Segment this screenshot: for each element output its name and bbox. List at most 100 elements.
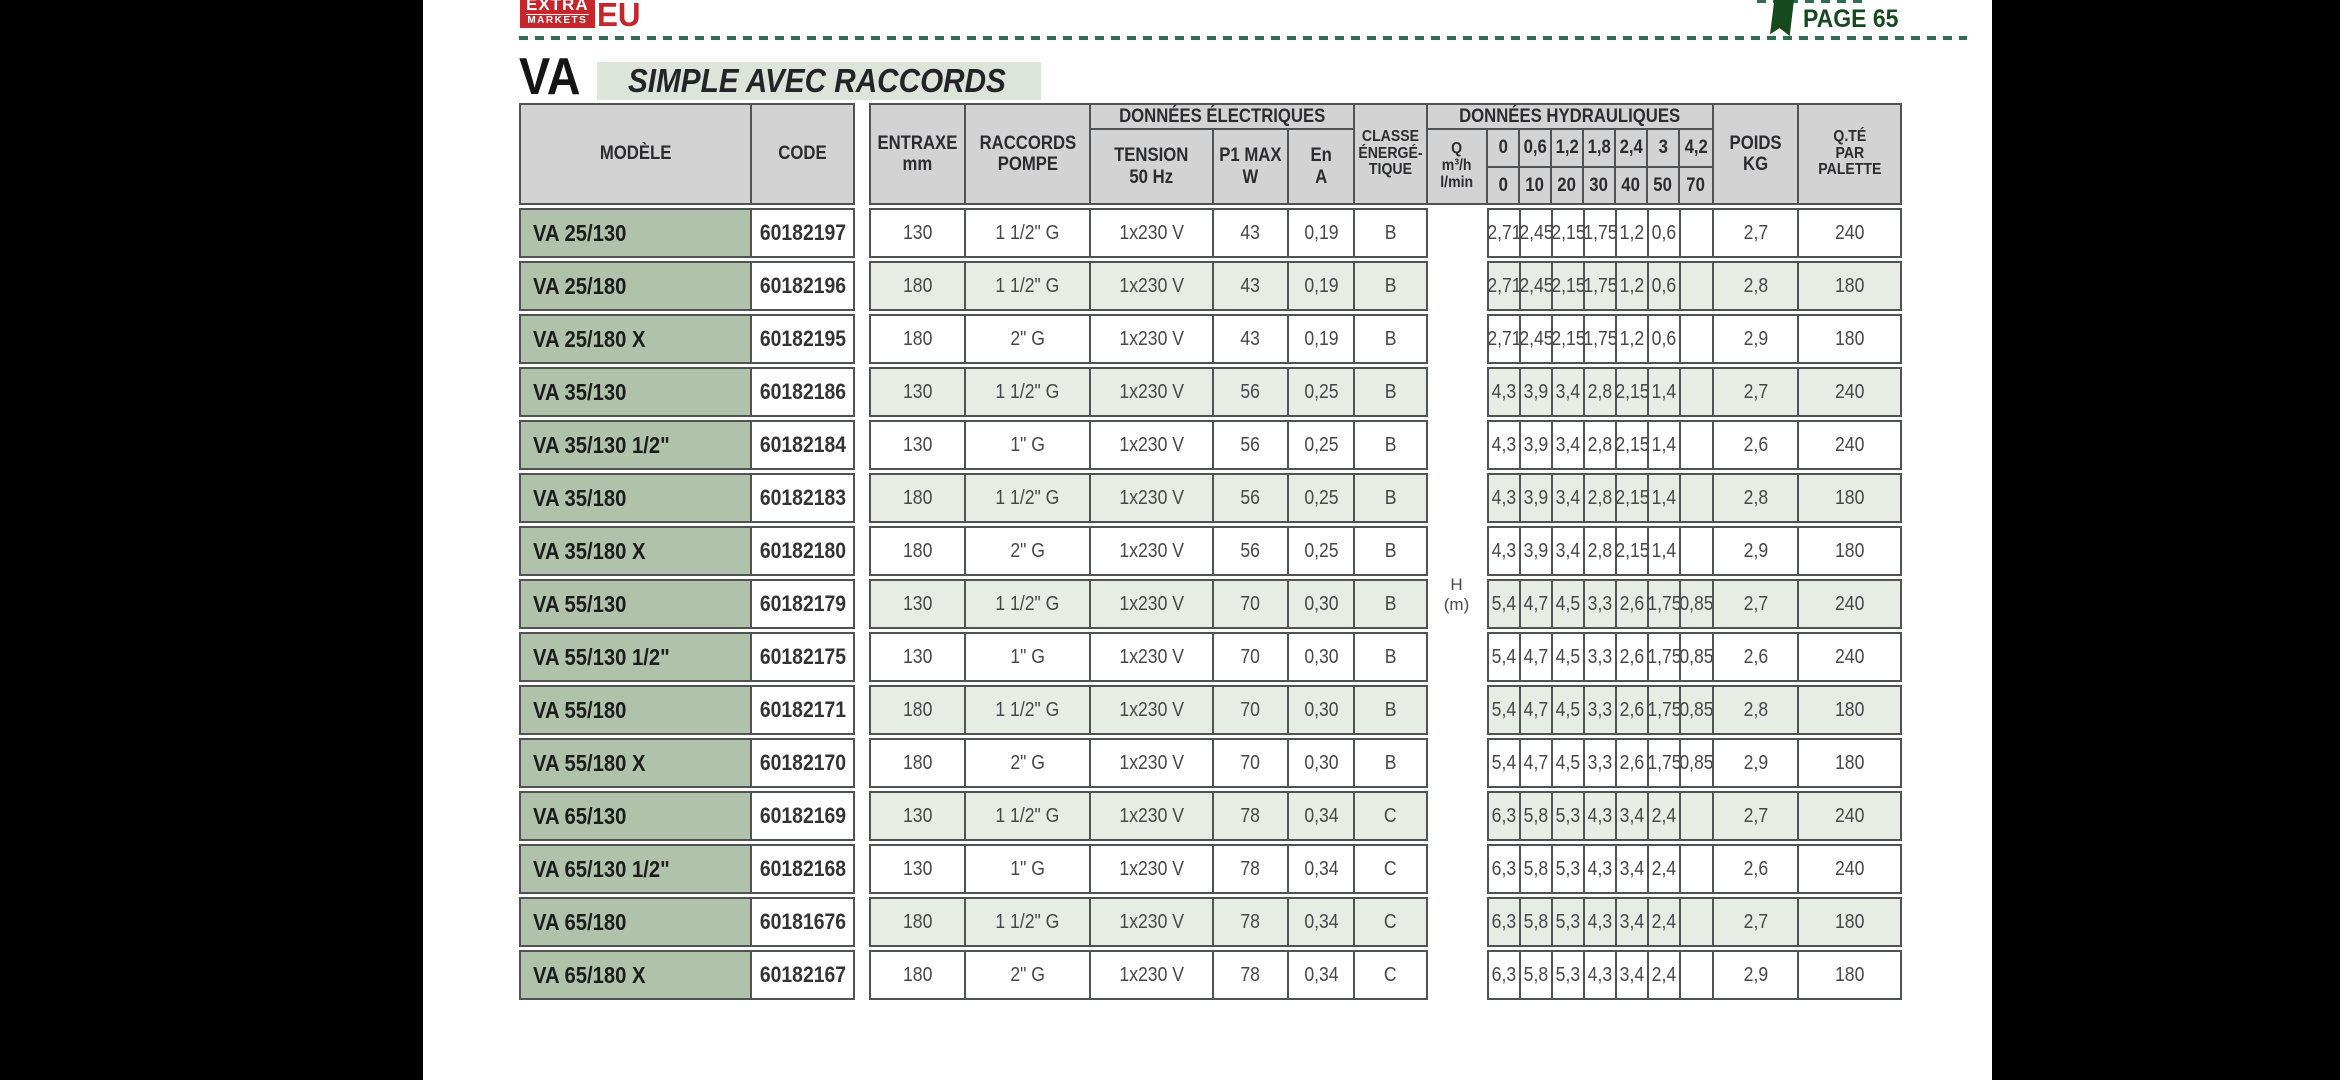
catalog-page: EXTRA MARKETS EU PAGE 65 VA SIMPLE AVEC … bbox=[423, 0, 1992, 1080]
header-m3h-1: 0,6 bbox=[1519, 129, 1551, 167]
classe-cell: C bbox=[1354, 951, 1427, 999]
model-cell: VA 25/180 X bbox=[520, 315, 751, 363]
h-value-cell: 3,3 bbox=[1584, 580, 1616, 628]
h-value-cell: 2,8 bbox=[1584, 421, 1616, 469]
model-cell: VA 25/180 bbox=[520, 262, 751, 310]
h-value-cell: 5,8 bbox=[1520, 898, 1552, 946]
h-value-cell: 4,5 bbox=[1552, 686, 1584, 734]
row-electric-block: 180 2" G 1x230 V 56 0,25 B bbox=[869, 526, 1428, 576]
tension-cell: 1x230 V bbox=[1090, 633, 1213, 681]
row-hydraulic-block: 2,71 2,45 2,15 1,75 1,2 0,6 2,8 180 bbox=[1487, 261, 1902, 311]
series-title: VA bbox=[519, 48, 581, 107]
h-value-cell: 2,8 bbox=[1584, 474, 1616, 522]
entraxe-cell: 130 bbox=[870, 209, 965, 257]
table-body: VA 25/130 60182197 130 1 1/2" G 1x230 V 43 0,1… bbox=[519, 208, 1902, 1000]
raccords-cell: 1 1/2" G bbox=[965, 898, 1090, 946]
palette-cell: 240 bbox=[1798, 845, 1901, 893]
h-value-cell: 4,3 bbox=[1488, 474, 1520, 522]
model-cell: VA 65/180 X bbox=[520, 951, 751, 999]
h-value-cell: 5,3 bbox=[1552, 792, 1584, 840]
h-value-cell: 2,45 bbox=[1520, 209, 1552, 257]
model-cell: VA 55/130 1/2" bbox=[520, 633, 751, 681]
row-hydraulic-block: 6,3 5,8 5,3 4,3 3,4 2,4 2,9 180 bbox=[1487, 950, 1902, 1000]
h-value-cell bbox=[1680, 792, 1713, 840]
h-value-cell: 2,8 bbox=[1584, 527, 1616, 575]
poids-cell: 2,9 bbox=[1713, 527, 1798, 575]
table-row: VA 25/130 60182197 130 1 1/2" G 1x230 V 43 0,1… bbox=[519, 208, 1902, 258]
en-cell: 0,25 bbox=[1288, 474, 1354, 522]
h-value-cell: 3,4 bbox=[1616, 898, 1648, 946]
p1-cell: 78 bbox=[1213, 792, 1288, 840]
en-cell: 0,34 bbox=[1288, 845, 1354, 893]
entraxe-cell: 180 bbox=[870, 739, 965, 787]
row-electric-block: 180 2" G 1x230 V 43 0,19 B bbox=[869, 314, 1428, 364]
palette-cell: 240 bbox=[1798, 792, 1901, 840]
header-lmin-3: 30 bbox=[1583, 166, 1615, 204]
h-value-cell: 5,4 bbox=[1488, 739, 1520, 787]
tension-cell: 1x230 V bbox=[1090, 474, 1213, 522]
tension-cell: 1x230 V bbox=[1090, 209, 1213, 257]
page-ribbon-icon bbox=[1770, 0, 1794, 36]
row-electric-block: 180 1 1/2" G 1x230 V 78 0,34 C bbox=[869, 897, 1428, 947]
h-value-cell: 0,6 bbox=[1648, 209, 1680, 257]
model-cell: VA 35/180 bbox=[520, 474, 751, 522]
h-value-cell: 1,75 bbox=[1648, 739, 1680, 787]
h-value-cell: 4,3 bbox=[1488, 368, 1520, 416]
tension-cell: 1x230 V bbox=[1090, 527, 1213, 575]
en-cell: 0,30 bbox=[1288, 633, 1354, 681]
h-value-cell: 4,7 bbox=[1520, 633, 1552, 681]
h-value-cell: 2,71 bbox=[1488, 209, 1520, 257]
row-hydraulic-block: 4,3 3,9 3,4 2,8 2,15 1,4 2,8 180 bbox=[1487, 473, 1902, 523]
row-electric-block: 180 2" G 1x230 V 78 0,34 C bbox=[869, 950, 1428, 1000]
tension-cell: 1x230 V bbox=[1090, 792, 1213, 840]
code-cell: 60182169 bbox=[751, 792, 854, 840]
h-value-cell: 2,8 bbox=[1584, 368, 1616, 416]
h-value-cell: 1,75 bbox=[1648, 580, 1680, 628]
classe-cell: B bbox=[1354, 474, 1427, 522]
table-row: VA 55/130 60182179 130 1 1/2" G 1x230 V 70 0,3… bbox=[519, 579, 1902, 629]
row-model-block: VA 55/180 X 60182170 bbox=[519, 738, 855, 788]
tension-cell: 1x230 V bbox=[1090, 686, 1213, 734]
p1-cell: 56 bbox=[1213, 421, 1288, 469]
palette-cell: 180 bbox=[1798, 686, 1901, 734]
tension-cell: 1x230 V bbox=[1090, 951, 1213, 999]
h-value-cell: 1,2 bbox=[1616, 315, 1648, 363]
h-value-cell: 2,15 bbox=[1552, 315, 1584, 363]
h-value-cell: 6,3 bbox=[1488, 845, 1520, 893]
p1-cell: 56 bbox=[1213, 527, 1288, 575]
en-cell: 0,25 bbox=[1288, 527, 1354, 575]
h-value-cell: 1,4 bbox=[1648, 474, 1680, 522]
header-m3h-3: 1,8 bbox=[1583, 129, 1615, 167]
h-value-cell: 3,4 bbox=[1616, 951, 1648, 999]
h-value-cell: 4,7 bbox=[1520, 686, 1552, 734]
h-value-cell: 3,4 bbox=[1552, 527, 1584, 575]
row-electric-block: 180 2" G 1x230 V 70 0,30 B bbox=[869, 738, 1428, 788]
row-model-block: VA 65/180 60181676 bbox=[519, 897, 855, 947]
entraxe-cell: 130 bbox=[870, 580, 965, 628]
raccords-cell: 2" G bbox=[965, 315, 1090, 363]
p1-cell: 70 bbox=[1213, 686, 1288, 734]
table-row: VA 35/180 X 60182180 180 2" G 1x230 V 56 0,25 B… bbox=[519, 526, 1902, 576]
header-m3h-4: 2,4 bbox=[1615, 129, 1647, 167]
model-cell: VA 65/130 bbox=[520, 792, 751, 840]
h-value-cell: 1,75 bbox=[1648, 686, 1680, 734]
classe-cell: B bbox=[1354, 315, 1427, 363]
h-value-cell: 0,6 bbox=[1648, 262, 1680, 310]
h-value-cell bbox=[1680, 474, 1713, 522]
code-cell: 60182170 bbox=[751, 739, 854, 787]
series-subtitle: SIMPLE AVEC RACCORDS bbox=[597, 62, 1042, 100]
top-dashed-line-fragment bbox=[1757, 0, 1867, 3]
h-value-cell bbox=[1680, 898, 1713, 946]
row-hydraulic-block: 2,71 2,45 2,15 1,75 1,2 0,6 2,9 180 bbox=[1487, 314, 1902, 364]
classe-cell: C bbox=[1354, 845, 1427, 893]
h-value-cell: 2,4 bbox=[1648, 898, 1680, 946]
en-cell: 0,34 bbox=[1288, 951, 1354, 999]
header-raccords: RACCORDS POMPE bbox=[965, 104, 1090, 204]
classe-cell: C bbox=[1354, 792, 1427, 840]
h-value-cell: 3,9 bbox=[1520, 421, 1552, 469]
row-model-block: VA 25/180 60182196 bbox=[519, 261, 855, 311]
row-electric-block: 130 1" G 1x230 V 78 0,34 C bbox=[869, 844, 1428, 894]
p1-cell: 78 bbox=[1213, 898, 1288, 946]
header-model-block: MODÈLE CODE bbox=[519, 103, 855, 205]
row-model-block: VA 65/180 X 60182167 bbox=[519, 950, 855, 1000]
